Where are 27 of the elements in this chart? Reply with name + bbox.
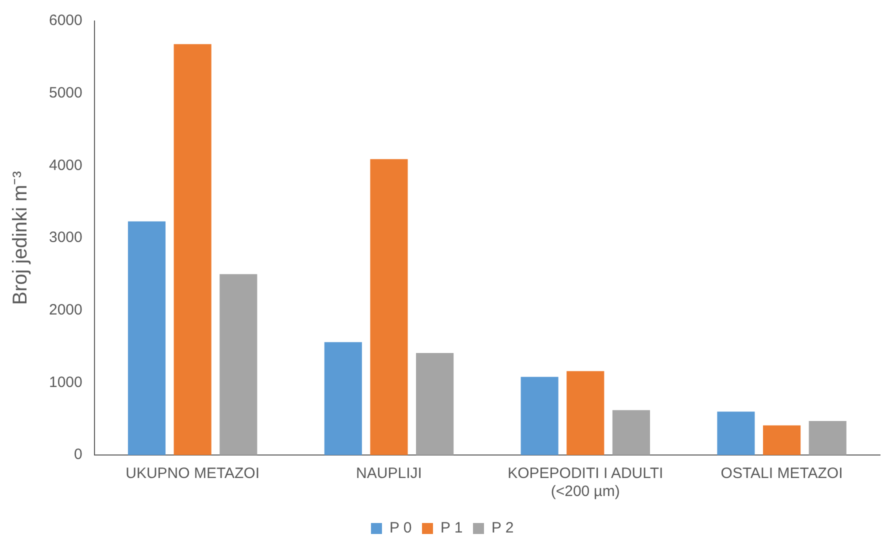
bar [324,342,362,455]
bar [717,412,755,455]
y-tick-label: 6000 [48,12,82,30]
y-tick-label: 4000 [48,156,82,174]
bar [612,410,650,455]
bar [370,159,408,455]
y-tick-label: 5000 [48,84,82,102]
x-tick-label: UKUPNO METAZOI [126,465,260,482]
bar [763,425,801,455]
x-tick-label: NAUPLIJI [356,465,422,482]
bar [566,371,604,455]
bar [128,221,166,455]
bar [808,421,846,455]
y-tick-label: 3000 [48,229,82,246]
y-tick-label: 2000 [48,301,82,318]
bar [174,44,212,455]
y-tick-label: 1000 [48,374,82,391]
x-tick-label: OSTALI METAZOI [720,465,843,482]
legend-label: P 1 [440,520,463,537]
bar [520,376,558,455]
bar [220,274,258,455]
legend-label: P 2 [492,520,514,537]
y-axis-title: Broj jedinki m⁻³ [10,170,32,305]
x-tick-label: KOPEPODITI I ADULTI (<200 µm) [508,465,664,500]
bar [416,353,454,455]
y-tick-label: 0 [74,446,82,464]
legend-label: P 0 [389,520,412,537]
